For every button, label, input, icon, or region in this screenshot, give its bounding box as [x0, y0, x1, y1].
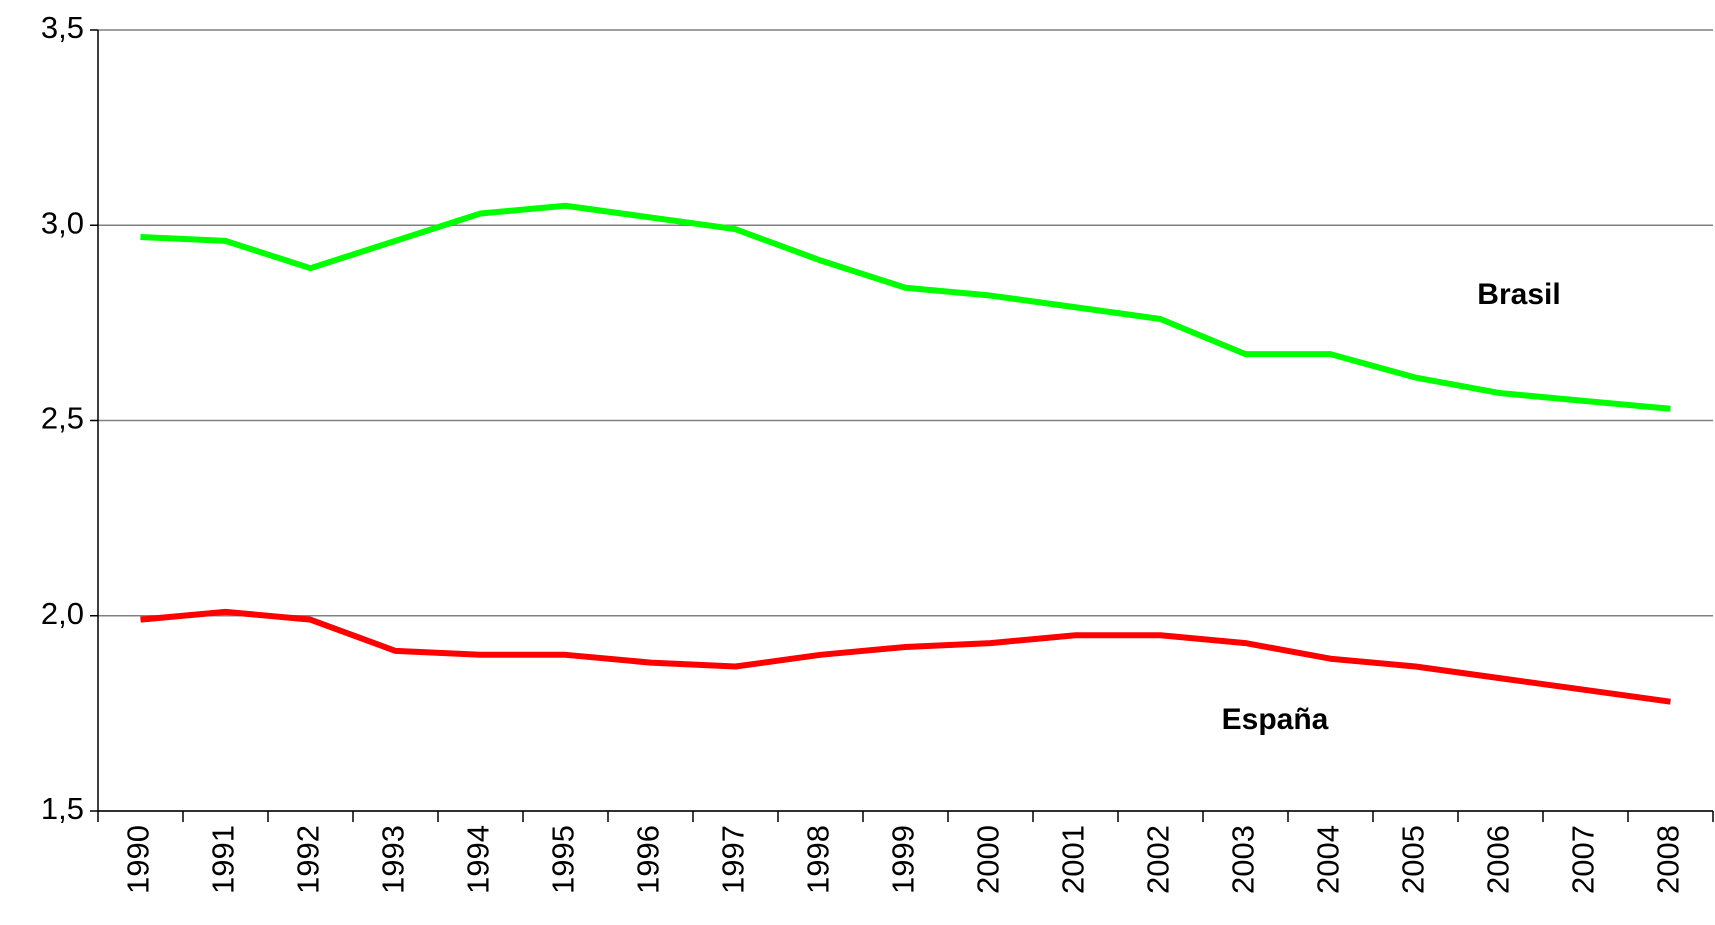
- x-tick-label: 2004: [1311, 825, 1346, 894]
- x-tick-label: 1992: [291, 825, 326, 894]
- y-tick-label: 2,5: [41, 401, 84, 436]
- x-tick-label: 2005: [1396, 825, 1431, 894]
- x-tick-label: 1996: [631, 825, 666, 894]
- x-tick-label: 2006: [1481, 825, 1516, 894]
- y-tick-label: 1,5: [41, 791, 84, 826]
- y-tick-label: 2,0: [41, 596, 84, 631]
- x-tick-label: 1993: [376, 825, 411, 894]
- x-tick-label: 1995: [546, 825, 581, 894]
- x-tick-label: 2008: [1651, 825, 1686, 894]
- x-tick-label: 2007: [1566, 825, 1601, 894]
- x-tick-label: 1999: [886, 825, 921, 894]
- x-tick-label: 2001: [1056, 825, 1091, 894]
- x-tick-label: 1990: [121, 825, 156, 894]
- x-tick-label: 1998: [801, 825, 836, 894]
- series-label: Brasil: [1477, 278, 1560, 311]
- x-tick-label: 2003: [1226, 825, 1261, 894]
- y-tick-label: 3,5: [41, 10, 84, 45]
- x-tick-label: 2000: [971, 825, 1006, 894]
- series-label: España: [1222, 703, 1329, 736]
- y-tick-label: 3,0: [41, 205, 84, 240]
- x-tick-label: 1991: [206, 825, 241, 894]
- x-tick-label: 2002: [1141, 825, 1176, 894]
- series-line: [140, 608, 1671, 705]
- x-tick-label: 1994: [461, 825, 496, 894]
- series-line: [140, 202, 1671, 412]
- x-tick-label: 1997: [716, 825, 751, 894]
